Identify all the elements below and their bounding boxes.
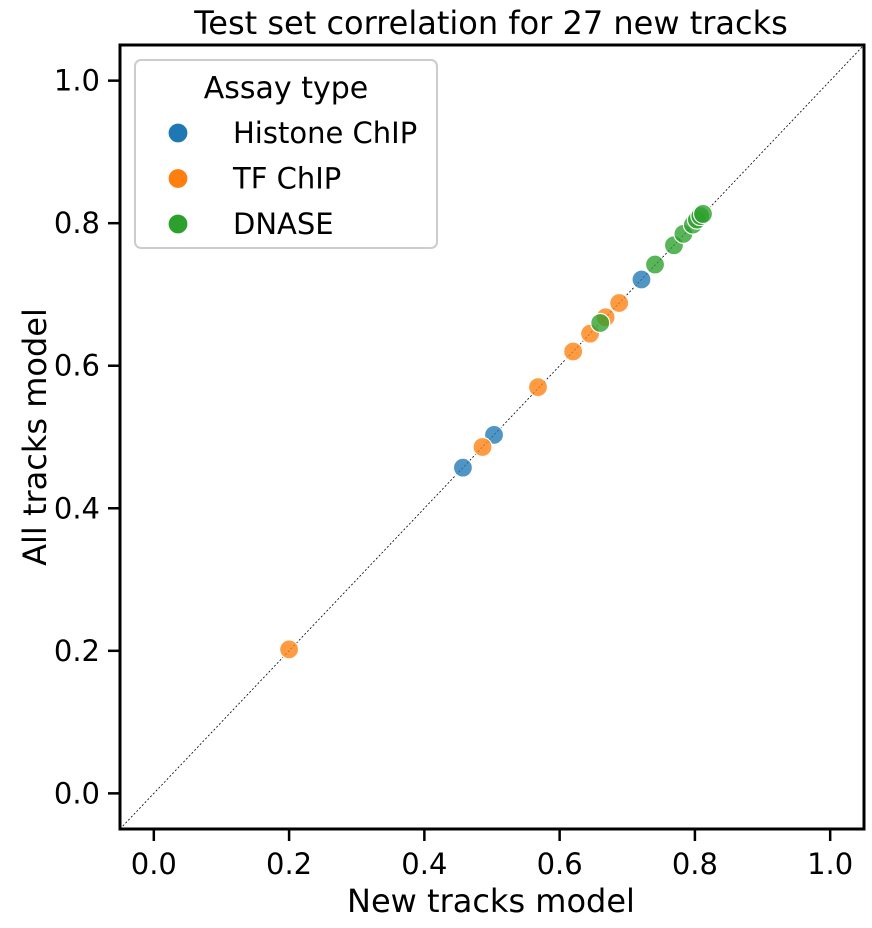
y-tick-label: 0.8 xyxy=(54,206,100,240)
y-tick-label: 0.6 xyxy=(54,349,100,383)
legend-label-dnase: DNASE xyxy=(233,207,334,241)
legend-marker-histone-chip xyxy=(167,122,189,144)
plot-frame xyxy=(118,43,866,831)
point-dnase-0 xyxy=(590,312,611,334)
y-tick-label: 0.2 xyxy=(54,634,100,668)
point-dnase-1 xyxy=(644,254,666,275)
x-axis-label: New tracks model xyxy=(347,882,635,920)
point-tf-chip-6 xyxy=(609,292,630,314)
x-tick-label: 0.4 xyxy=(401,847,447,881)
legend: Assay type Histone ChIP TF ChIP DNASE xyxy=(134,59,438,249)
legend-label-histone-chip: Histone ChIP xyxy=(233,116,417,150)
point-histone-chip-2 xyxy=(631,269,652,290)
point-tf-chip-2 xyxy=(527,377,549,398)
x-tick-label: 1.0 xyxy=(807,847,853,881)
point-tf-chip-3 xyxy=(563,341,584,362)
legend-title: Assay type xyxy=(204,71,368,106)
y-axis-label: All tracks model xyxy=(16,308,54,566)
x-tick-label: 0.2 xyxy=(266,847,312,881)
x-tick-label: 0.0 xyxy=(131,847,177,881)
legend-marker-dnase xyxy=(167,213,189,235)
y-tick-label: 1.0 xyxy=(54,64,100,98)
x-axis-ticks: 0.0 0.2 0.4 0.6 0.8 1.0 xyxy=(131,829,853,881)
y-tick-label: 0.4 xyxy=(54,491,100,525)
legend-box xyxy=(134,59,438,249)
y-axis-ticks: 0.0 0.2 0.4 0.6 0.8 1.0 xyxy=(54,64,120,810)
x-tick-label: 0.6 xyxy=(537,847,583,881)
data-points xyxy=(278,203,714,660)
point-dnase-7 xyxy=(692,203,714,225)
point-tf-chip-1 xyxy=(472,436,493,458)
x-tick-label: 0.8 xyxy=(672,847,718,881)
point-histone-chip-0 xyxy=(452,457,474,478)
chart-title: Test set correlation for 27 new tracks xyxy=(193,4,788,42)
legend-label-tf-chip: TF ChIP xyxy=(232,162,341,196)
legend-marker-tf-chip xyxy=(167,167,189,190)
y-tick-label: 0.0 xyxy=(54,776,100,810)
point-tf-chip-0 xyxy=(278,639,300,660)
